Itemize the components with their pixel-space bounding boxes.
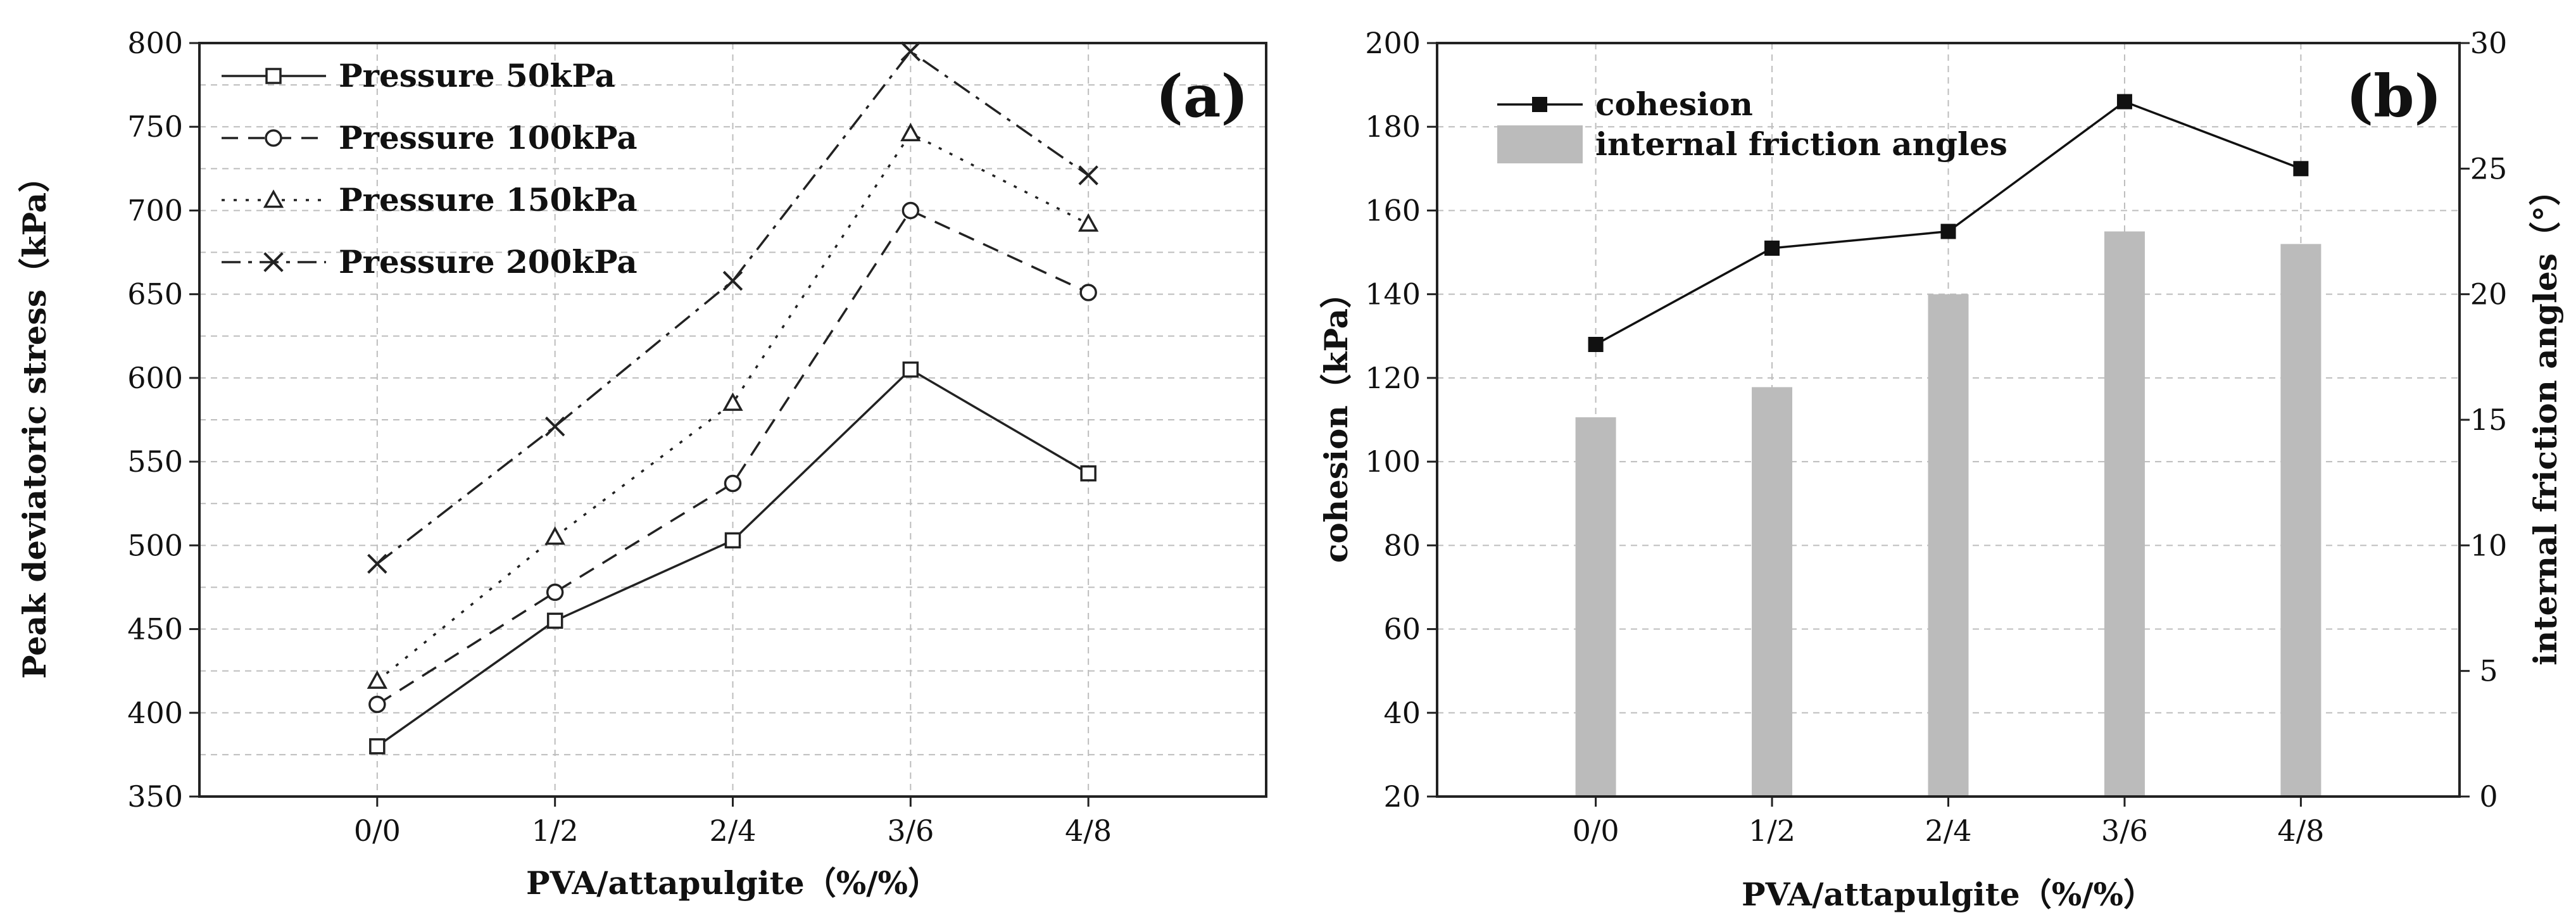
data-point: [724, 532, 741, 549]
legend-label: Pressure 100kPa: [339, 119, 638, 156]
y-tick-label: 140: [1365, 277, 1421, 312]
y-tick-label: 80: [1383, 528, 1421, 562]
y-tick-label: 180: [1365, 110, 1421, 144]
data-point: [1588, 337, 1604, 352]
y-tick-label: 40: [1383, 696, 1421, 730]
x-tick-label: 4/8: [1065, 814, 1112, 848]
y-right-tick-label: 25: [2470, 151, 2508, 186]
legend-marker: [265, 129, 282, 147]
x-tick-label: 4/8: [2277, 814, 2324, 848]
data-point: [1080, 465, 1096, 482]
legend-label: cohesion: [1595, 85, 1753, 123]
data-point: [546, 583, 564, 602]
chart-panel-b: 20 40 60 80 100 120 140 160 180 200 0 5 10 15 20 25 30 0/…: [1317, 26, 2564, 913]
data-point: [544, 416, 565, 437]
x-tick-label: 2/4: [709, 814, 756, 848]
data-point: [1764, 240, 1780, 256]
legend-marker: [263, 252, 284, 272]
y-axis-label: Peak deviatoric stress（kPa）: [16, 161, 53, 679]
y-axis-label: cohesion（kPa）: [1317, 277, 1355, 563]
y-tick-label: 350: [127, 779, 183, 814]
bar: [2104, 231, 2145, 797]
y-tick-label: 800: [127, 26, 183, 60]
x-tick-label: 3/6: [887, 814, 934, 848]
legend-label: Pressure 50kPa: [339, 57, 615, 94]
bar: [1928, 294, 1969, 797]
data-point: [724, 474, 742, 493]
y-right-tick-label: 15: [2470, 403, 2508, 437]
data-point: [367, 553, 387, 574]
x-tick-label: 2/4: [1925, 814, 1971, 848]
series-line: [376, 209, 1089, 706]
data-point: [1078, 213, 1099, 232]
data-point: [546, 612, 563, 629]
y-right-tick-label: 0: [2479, 779, 2497, 814]
y-tick-label: 400: [127, 696, 183, 730]
data-point: [1940, 224, 1956, 239]
y-tick-label: 550: [127, 444, 183, 479]
data-point: [2116, 94, 2132, 110]
bar: [1752, 387, 1793, 797]
data-point: [900, 41, 921, 61]
legend-label: Pressure 200kPa: [339, 243, 638, 280]
x-axis-label: PVA/attapulgite（%/%）: [526, 864, 939, 902]
y-axis-label-right: internal friction angles（°）: [2527, 174, 2564, 665]
data-point: [902, 201, 920, 220]
y-tick-label: 650: [127, 277, 183, 312]
y-tick-label: 750: [127, 110, 183, 144]
y-tick-label: 60: [1383, 612, 1421, 646]
y-right-tick-label: 5: [2479, 654, 2497, 688]
data-point: [900, 122, 921, 142]
bar: [1575, 417, 1616, 797]
panel-label: (a): [1155, 62, 1248, 130]
x-tick-label: 1/2: [532, 814, 579, 848]
x-tick-label: 3/6: [2101, 814, 2148, 848]
data-point: [368, 695, 386, 714]
legend-marker: [265, 68, 282, 84]
y-tick-label: 600: [127, 361, 183, 395]
legend-label: Pressure 150kPa: [339, 181, 638, 218]
data-point: [722, 392, 743, 411]
panel-label: (b): [2346, 62, 2442, 130]
x-tick-label: 0/0: [1573, 814, 1619, 848]
bar: [2280, 244, 2322, 797]
legend-swatch: [1497, 125, 1583, 163]
y-right-tick-label: 30: [2470, 26, 2508, 60]
data-point: [369, 738, 386, 755]
y-tick-label: 160: [1365, 193, 1421, 227]
y-tick-label: 700: [127, 193, 183, 227]
chart-panel-a: 350 400 450 500 550 600 650 700 750 800 0/0 1/2 2/4 3…: [16, 26, 1267, 902]
y-tick-label: 120: [1365, 361, 1421, 395]
y-tick-label: 20: [1383, 779, 1421, 814]
data-point: [544, 526, 565, 545]
x-axis-label: PVA/attapulgite（%/%）: [1742, 876, 2155, 913]
data-point: [1078, 165, 1098, 186]
data-point: [722, 270, 743, 291]
x-tick-label: 0/0: [354, 814, 401, 848]
y-right-tick-label: 10: [2470, 528, 2508, 562]
y-tick-label: 200: [1365, 26, 1421, 60]
y-right-tick-label: 20: [2470, 277, 2508, 312]
data-point: [367, 670, 388, 689]
y-tick-label: 100: [1365, 444, 1421, 479]
x-tick-label: 1/2: [1749, 814, 1795, 848]
data-point: [902, 361, 919, 378]
y-tick-label: 500: [127, 528, 183, 562]
data-point: [1079, 284, 1097, 301]
y-tick-label: 450: [127, 612, 183, 646]
legend-marker: [1532, 97, 1547, 112]
data-point: [2293, 161, 2309, 177]
legend-marker: [263, 189, 284, 208]
legend-label: internal friction angles: [1595, 125, 2007, 163]
